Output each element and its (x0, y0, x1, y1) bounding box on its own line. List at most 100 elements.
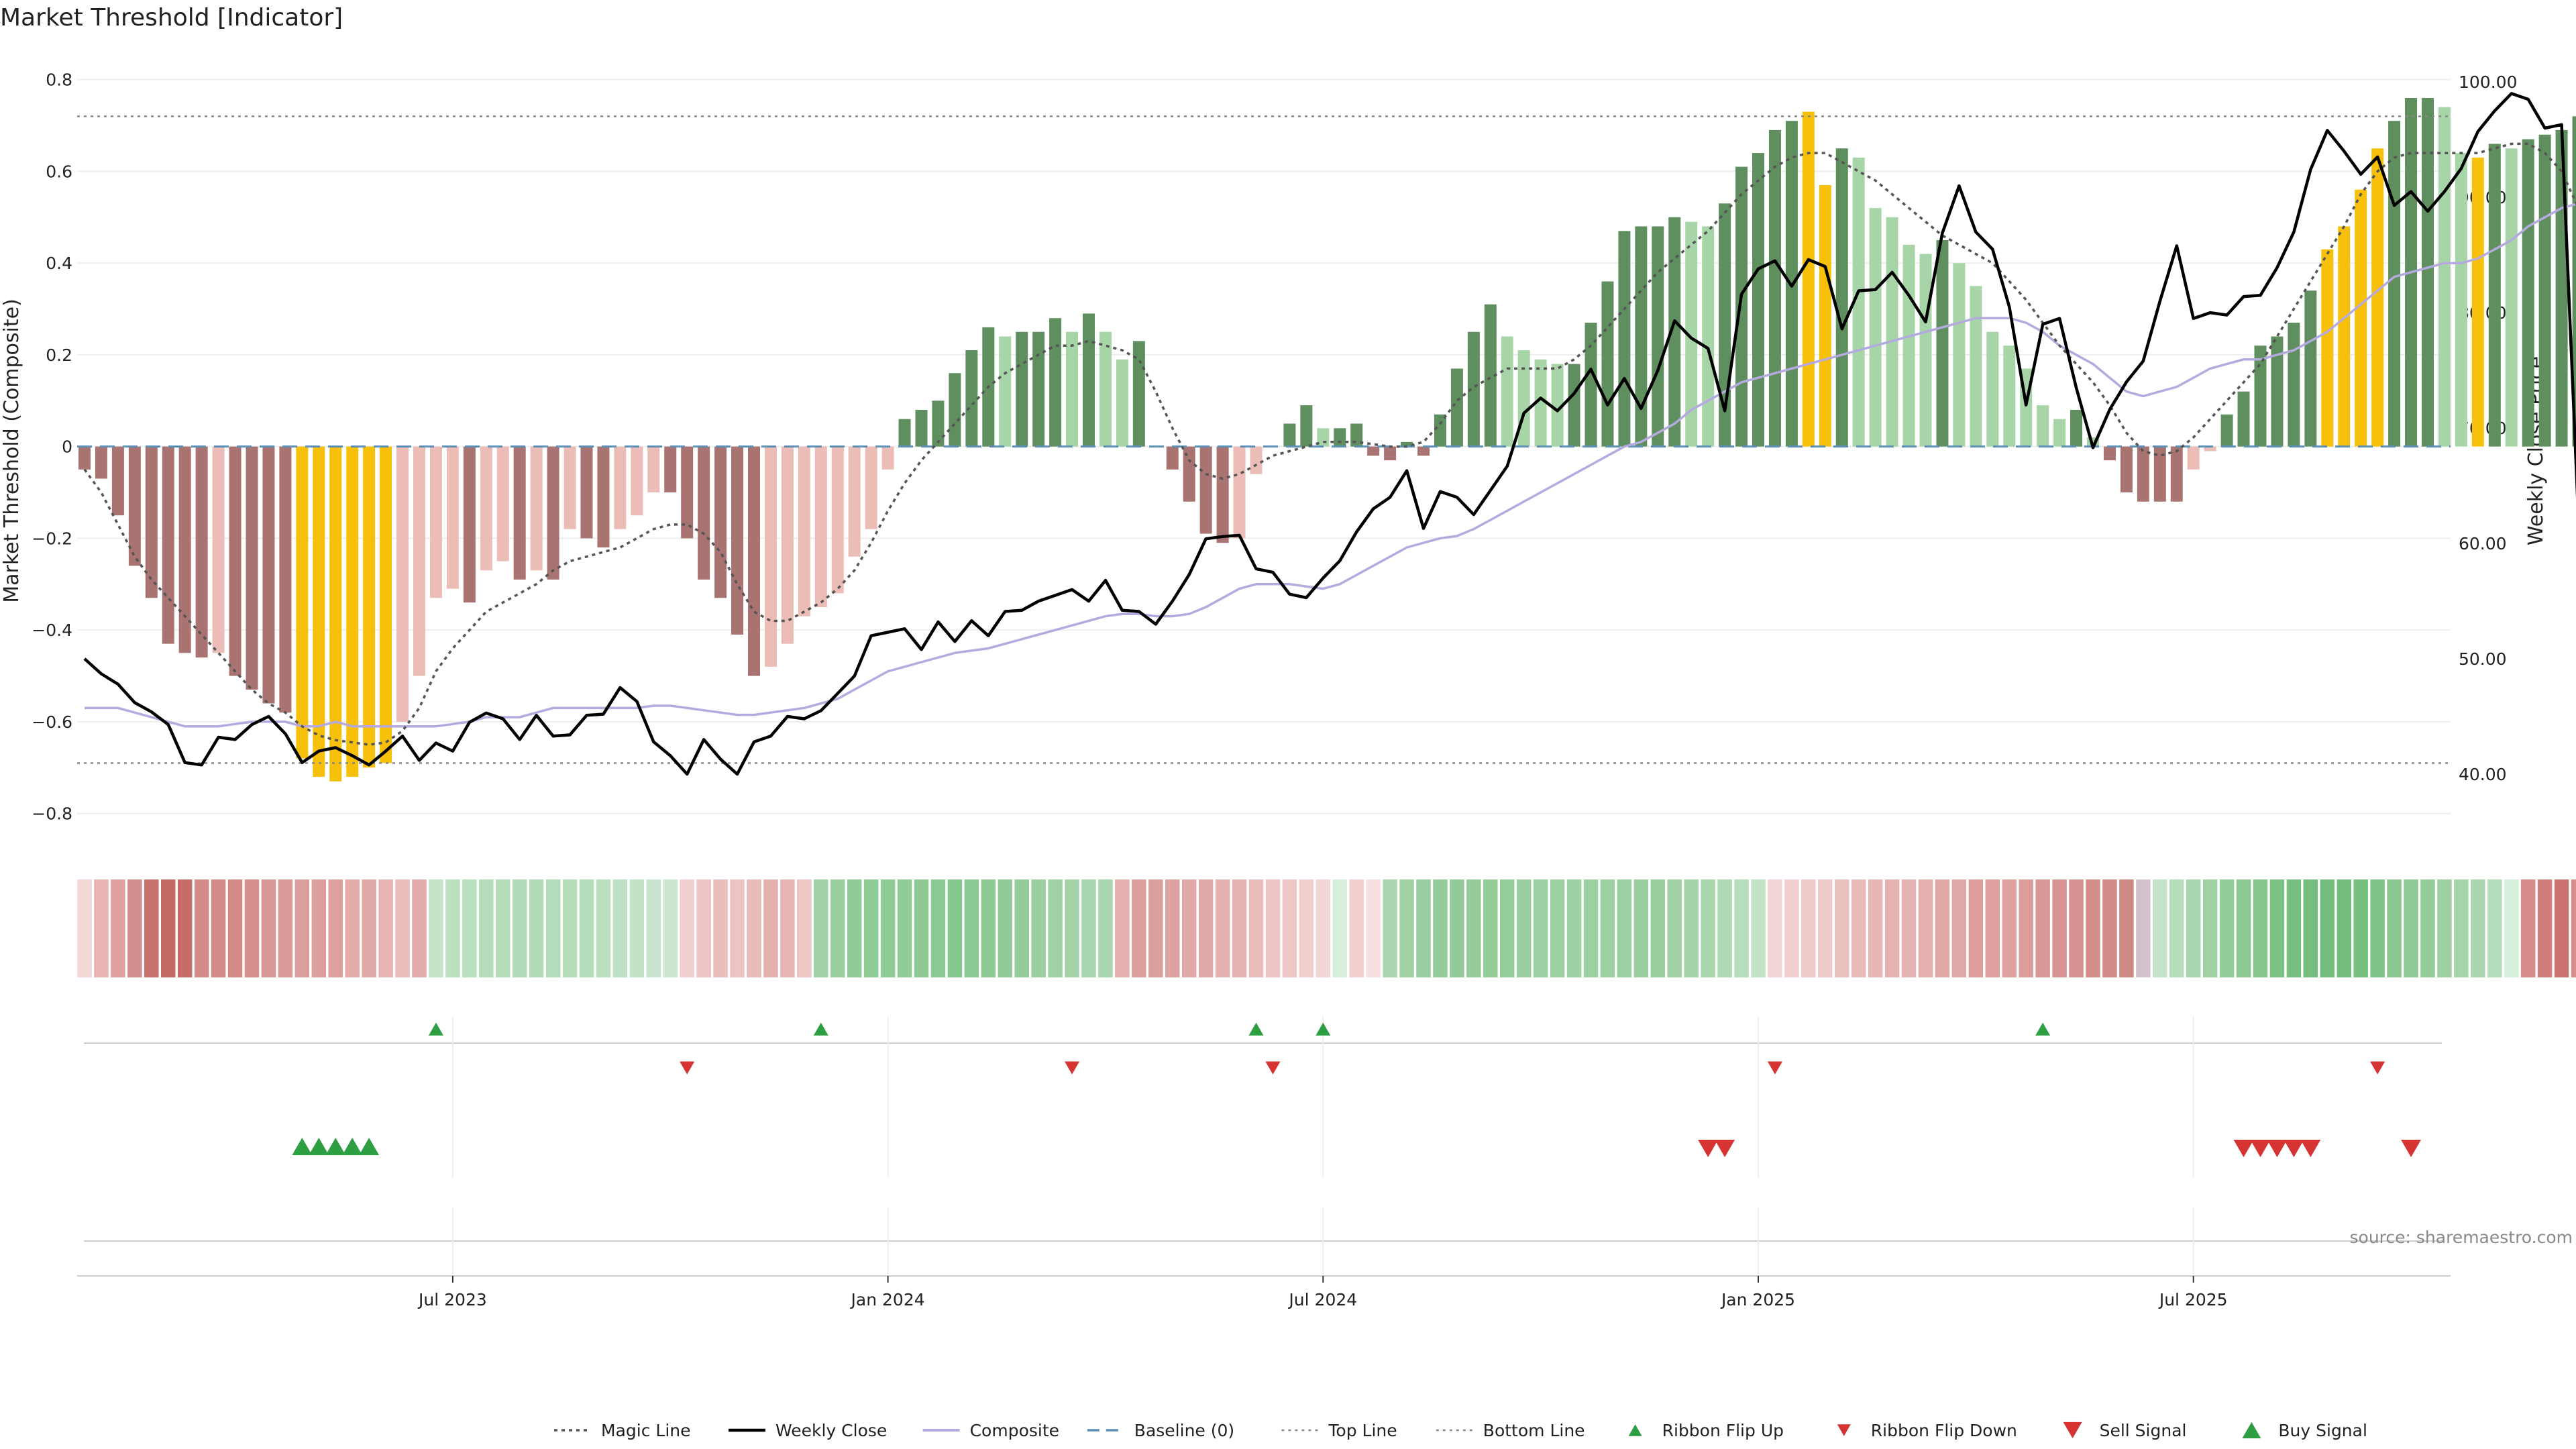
right-tick-label: 40.00 (2459, 765, 2507, 784)
legend-item: Top Line (1281, 1421, 1397, 1440)
composite-bar (2522, 139, 2534, 447)
ribbon-cell (1031, 879, 1046, 977)
composite-bar (714, 446, 727, 598)
ribbon-cell (2303, 879, 2318, 977)
ribbon-cell (294, 879, 310, 977)
ribbon-cell (2202, 879, 2218, 977)
composite-bar (246, 446, 258, 690)
legend-swatch (1628, 1424, 1642, 1436)
ribbon-cell (261, 879, 276, 977)
composite-bar (1384, 446, 1397, 461)
composite-bar (1886, 217, 1898, 447)
composite-bar (1652, 226, 1664, 447)
ribbon-cell (880, 879, 896, 977)
composite-bar (2488, 144, 2501, 447)
ribbon-cell (1014, 879, 1029, 977)
composite-bar (178, 446, 191, 653)
composite-bar (195, 446, 208, 658)
ribbon-flip-up-marker (428, 1022, 443, 1036)
composite-bar (1668, 217, 1681, 447)
composite-bar (329, 446, 342, 782)
ribbon-cell (1835, 879, 1849, 977)
composite-bar (2422, 98, 2434, 447)
ribbon-cell (2337, 879, 2351, 977)
composite-bar (2505, 148, 2518, 447)
buy-signal-marker (309, 1137, 329, 1156)
composite-bar (1869, 208, 1882, 447)
composite-bar (1551, 364, 1564, 447)
ribbon-cell (529, 879, 544, 977)
ribbon-cell (1533, 879, 1548, 977)
ribbon-cell (161, 879, 176, 977)
composite-bar (2304, 290, 2317, 447)
left-axis-label: Market Threshold (Composite) (0, 299, 23, 603)
ribbon-cell (930, 879, 946, 977)
ribbon-cell (612, 879, 628, 977)
composite-bar (1334, 428, 1346, 447)
composite-bar (647, 446, 660, 493)
ribbon-cell (1851, 879, 1866, 977)
signal-panel (77, 1016, 2451, 1277)
composite-bar (1066, 331, 1079, 447)
composite-bar (212, 446, 225, 653)
ribbon-cell (1617, 879, 1632, 977)
composite-bar (128, 446, 141, 566)
ribbon-cell (2537, 879, 2553, 977)
left-tick-label: 0.4 (46, 254, 72, 273)
ribbon-cell (981, 879, 996, 977)
composite-bar (1970, 286, 1982, 447)
composite-bar (1702, 226, 1715, 447)
composite-bar (530, 446, 543, 571)
ribbon-cell (94, 879, 109, 977)
composite-bar (2103, 446, 2116, 461)
composite-bar (262, 446, 275, 704)
sell-signal-marker (1715, 1139, 1735, 1158)
ribbon-cell (1383, 879, 1397, 977)
ribbon-cell (797, 879, 812, 977)
legend-item: Baseline (0) (1087, 1421, 1234, 1440)
ribbon-cell (2052, 879, 2067, 977)
composite-bar (429, 446, 442, 598)
composite-bar (597, 446, 610, 548)
ribbon-cell (1768, 879, 1782, 977)
composite-bar (2137, 446, 2149, 502)
ribbon-cell (1968, 879, 1984, 977)
weekly-close-line (83, 92, 2576, 776)
legend-label: Sell Signal (2100, 1421, 2187, 1440)
ribbon-cell (2086, 879, 2100, 977)
ribbon-cell (998, 879, 1012, 977)
legend-swatch (1837, 1424, 1851, 1436)
ribbon-cell (1198, 879, 1214, 977)
ribbon-cell (2019, 879, 2033, 977)
composite-bar (162, 446, 174, 644)
composite-bar (2288, 323, 2300, 447)
ribbon-cell (713, 879, 728, 977)
composite-bar (1367, 446, 1380, 456)
composite-bar (898, 419, 911, 447)
right-tick-label: 60.00 (2459, 534, 2507, 553)
composite-bar (145, 446, 158, 598)
composite-bar (1919, 254, 1932, 447)
ribbon-cell (144, 879, 159, 977)
composite-bar (1166, 446, 1179, 470)
composite-bar (313, 446, 325, 777)
composite-bar (1819, 184, 1831, 447)
ribbon-cell (1566, 879, 1582, 977)
ribbon-cell (663, 879, 678, 977)
composite-bar (2204, 446, 2216, 451)
composite-bar (1936, 239, 1949, 447)
composite-bar (2237, 391, 2250, 447)
left-tick-label: −0.6 (32, 712, 72, 732)
composite-bar (614, 446, 627, 529)
composite-bar (1032, 331, 1045, 447)
sell-signal-marker (2401, 1139, 2422, 1158)
ribbon-cell (2437, 879, 2452, 977)
legend-label: Bottom Line (1483, 1421, 1585, 1440)
ribbon-cell (2236, 879, 2251, 977)
composite-bar (2371, 148, 2384, 447)
composite-bar (2254, 345, 2267, 447)
ribbon-cell (629, 879, 645, 977)
legend-label: Ribbon Flip Down (1871, 1421, 2017, 1440)
ribbon-cell (2153, 879, 2167, 977)
ribbon-cell (1901, 879, 1917, 977)
